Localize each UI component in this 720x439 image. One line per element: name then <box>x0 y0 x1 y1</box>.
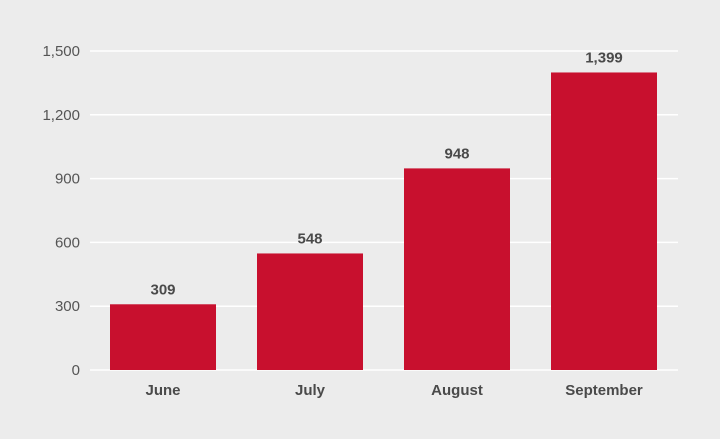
y-tick-label: 0 <box>72 362 80 379</box>
data-label-june: 309 <box>150 281 175 298</box>
x-tick-label-july: July <box>295 382 326 399</box>
x-tick-label-september: September <box>565 382 643 399</box>
x-tick-label-june: June <box>145 382 180 399</box>
data-label-july: 548 <box>297 230 322 247</box>
y-tick-label: 1,200 <box>42 107 80 124</box>
y-tick-label: 300 <box>55 298 80 315</box>
y-axis-ticks: 0 300 600 900 1,200 1,500 <box>42 43 80 379</box>
bar-june <box>110 304 216 370</box>
bars <box>110 72 657 370</box>
bar-september <box>551 72 657 370</box>
y-tick-label: 900 <box>55 171 80 188</box>
x-tick-label-august: August <box>431 382 483 399</box>
y-tick-label: 1,500 <box>42 43 80 60</box>
data-labels: 309 548 948 1,399 <box>150 49 622 298</box>
y-tick-label: 600 <box>55 234 80 251</box>
data-label-september: 1,399 <box>585 49 623 66</box>
bar-july <box>257 253 363 370</box>
data-label-august: 948 <box>444 145 469 162</box>
x-axis-ticks: June July August September <box>145 382 642 399</box>
bar-august <box>404 168 510 370</box>
